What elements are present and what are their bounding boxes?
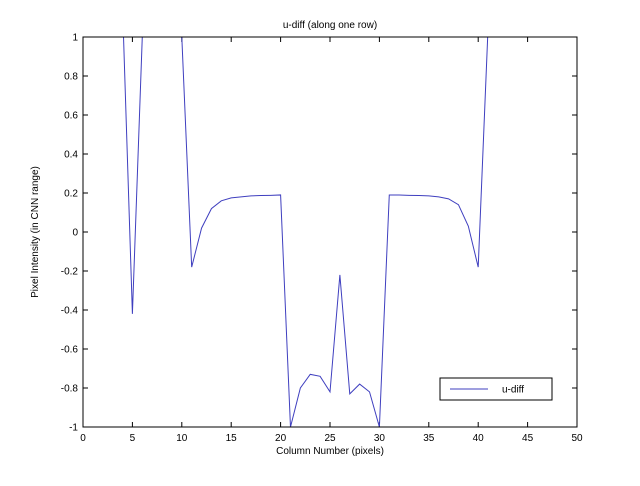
y-tick-label: 0.2 <box>64 189 78 200</box>
y-tick-label: 0.4 <box>64 150 78 161</box>
x-tick-label: 15 <box>226 433 238 444</box>
y-tick-label: -0.8 <box>61 384 79 395</box>
x-tick-label: 25 <box>324 433 336 444</box>
x-tick-label: 35 <box>423 433 435 444</box>
x-tick-label: 0 <box>80 433 86 444</box>
x-tick-label: 50 <box>571 433 583 444</box>
legend-box <box>439 377 553 401</box>
x-axis-label: Column Number (pixels) <box>276 446 384 457</box>
x-tick-label: 10 <box>176 433 188 444</box>
x-tick-label: 5 <box>130 433 136 444</box>
x-tick-label: 40 <box>473 433 485 444</box>
y-tick-label: 0.6 <box>64 111 78 122</box>
axes-box <box>82 36 578 428</box>
y-tick-label: 0 <box>72 228 78 239</box>
y-tick-label: 1 <box>72 33 78 44</box>
x-tick-label: 20 <box>275 433 287 444</box>
chart-title: u-diff (along one row) <box>283 20 377 31</box>
x-tick-label: 45 <box>522 433 534 444</box>
y-tick-label: -0.4 <box>61 306 79 317</box>
x-tick-label: 30 <box>374 433 386 444</box>
y-axis-label: Pixel Intensity (in CNN range) <box>30 166 41 298</box>
legend-label: u-diff <box>502 385 524 396</box>
y-tick-label: -0.2 <box>61 267 79 278</box>
y-tick-label: 0.8 <box>64 72 78 83</box>
y-tick-label: -0.6 <box>61 345 79 356</box>
plot-area <box>83 37 577 427</box>
line <box>123 37 489 427</box>
y-tick-label: -1 <box>69 423 78 434</box>
